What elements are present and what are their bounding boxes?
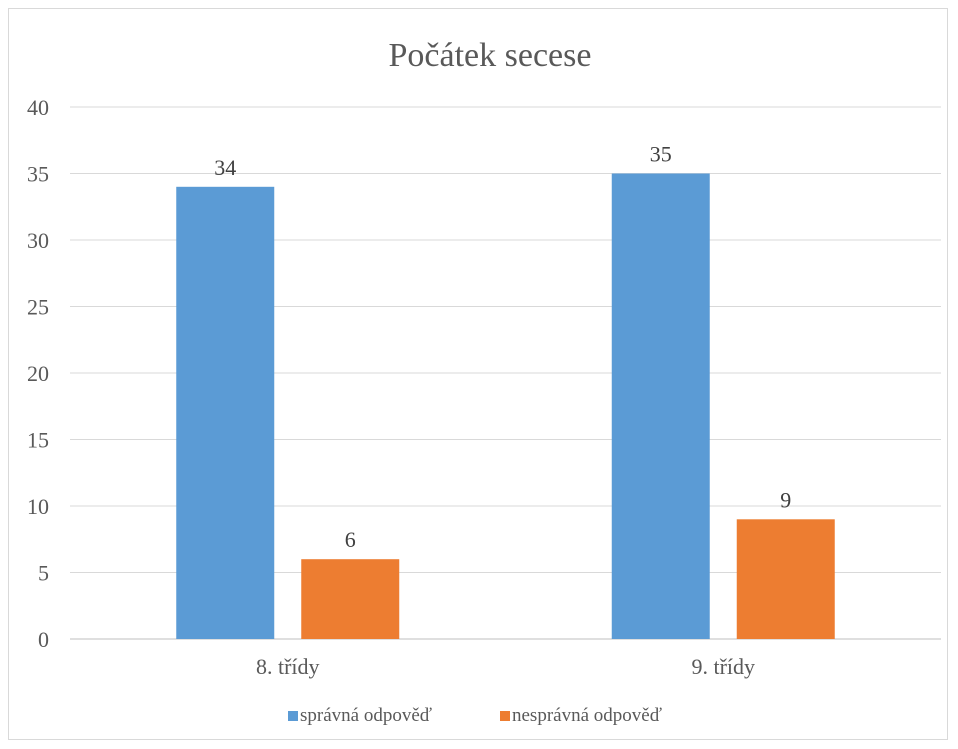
chart-title: Počátek secese xyxy=(389,37,592,74)
data-label: 34 xyxy=(214,155,236,180)
y-tick-label: 20 xyxy=(27,361,49,386)
y-tick-label: 30 xyxy=(27,228,49,253)
bar xyxy=(611,173,710,639)
x-tick-label: 8. třídy xyxy=(256,654,320,679)
legend-swatch xyxy=(500,711,510,721)
y-tick-label: 0 xyxy=(38,627,49,652)
data-label: 6 xyxy=(345,527,356,552)
x-axis-ticks: 8. třídy 9. třídy xyxy=(256,654,755,679)
legend: správná odpověď nesprávná odpověď xyxy=(288,705,662,726)
y-tick-label: 5 xyxy=(38,561,49,586)
data-label: 35 xyxy=(650,142,672,167)
y-tick-label: 15 xyxy=(27,428,49,453)
legend-swatch xyxy=(288,711,298,721)
data-label: 9 xyxy=(780,487,791,512)
y-tick-label: 40 xyxy=(27,95,49,120)
y-tick-label: 25 xyxy=(27,295,49,320)
data-labels: 34 6 35 9 xyxy=(214,142,791,553)
bars xyxy=(176,173,835,640)
legend-label: nesprávná odpověď xyxy=(512,705,662,726)
y-tick-label: 35 xyxy=(27,162,49,187)
x-tick-label: 9. třídy xyxy=(691,654,755,679)
bar xyxy=(301,559,400,639)
legend-label: správná odpověď xyxy=(300,705,432,726)
bar xyxy=(736,519,835,639)
y-axis-ticks: 0 5 10 15 20 25 30 35 40 xyxy=(27,95,49,652)
y-tick-label: 10 xyxy=(27,494,49,519)
bar xyxy=(176,186,275,640)
